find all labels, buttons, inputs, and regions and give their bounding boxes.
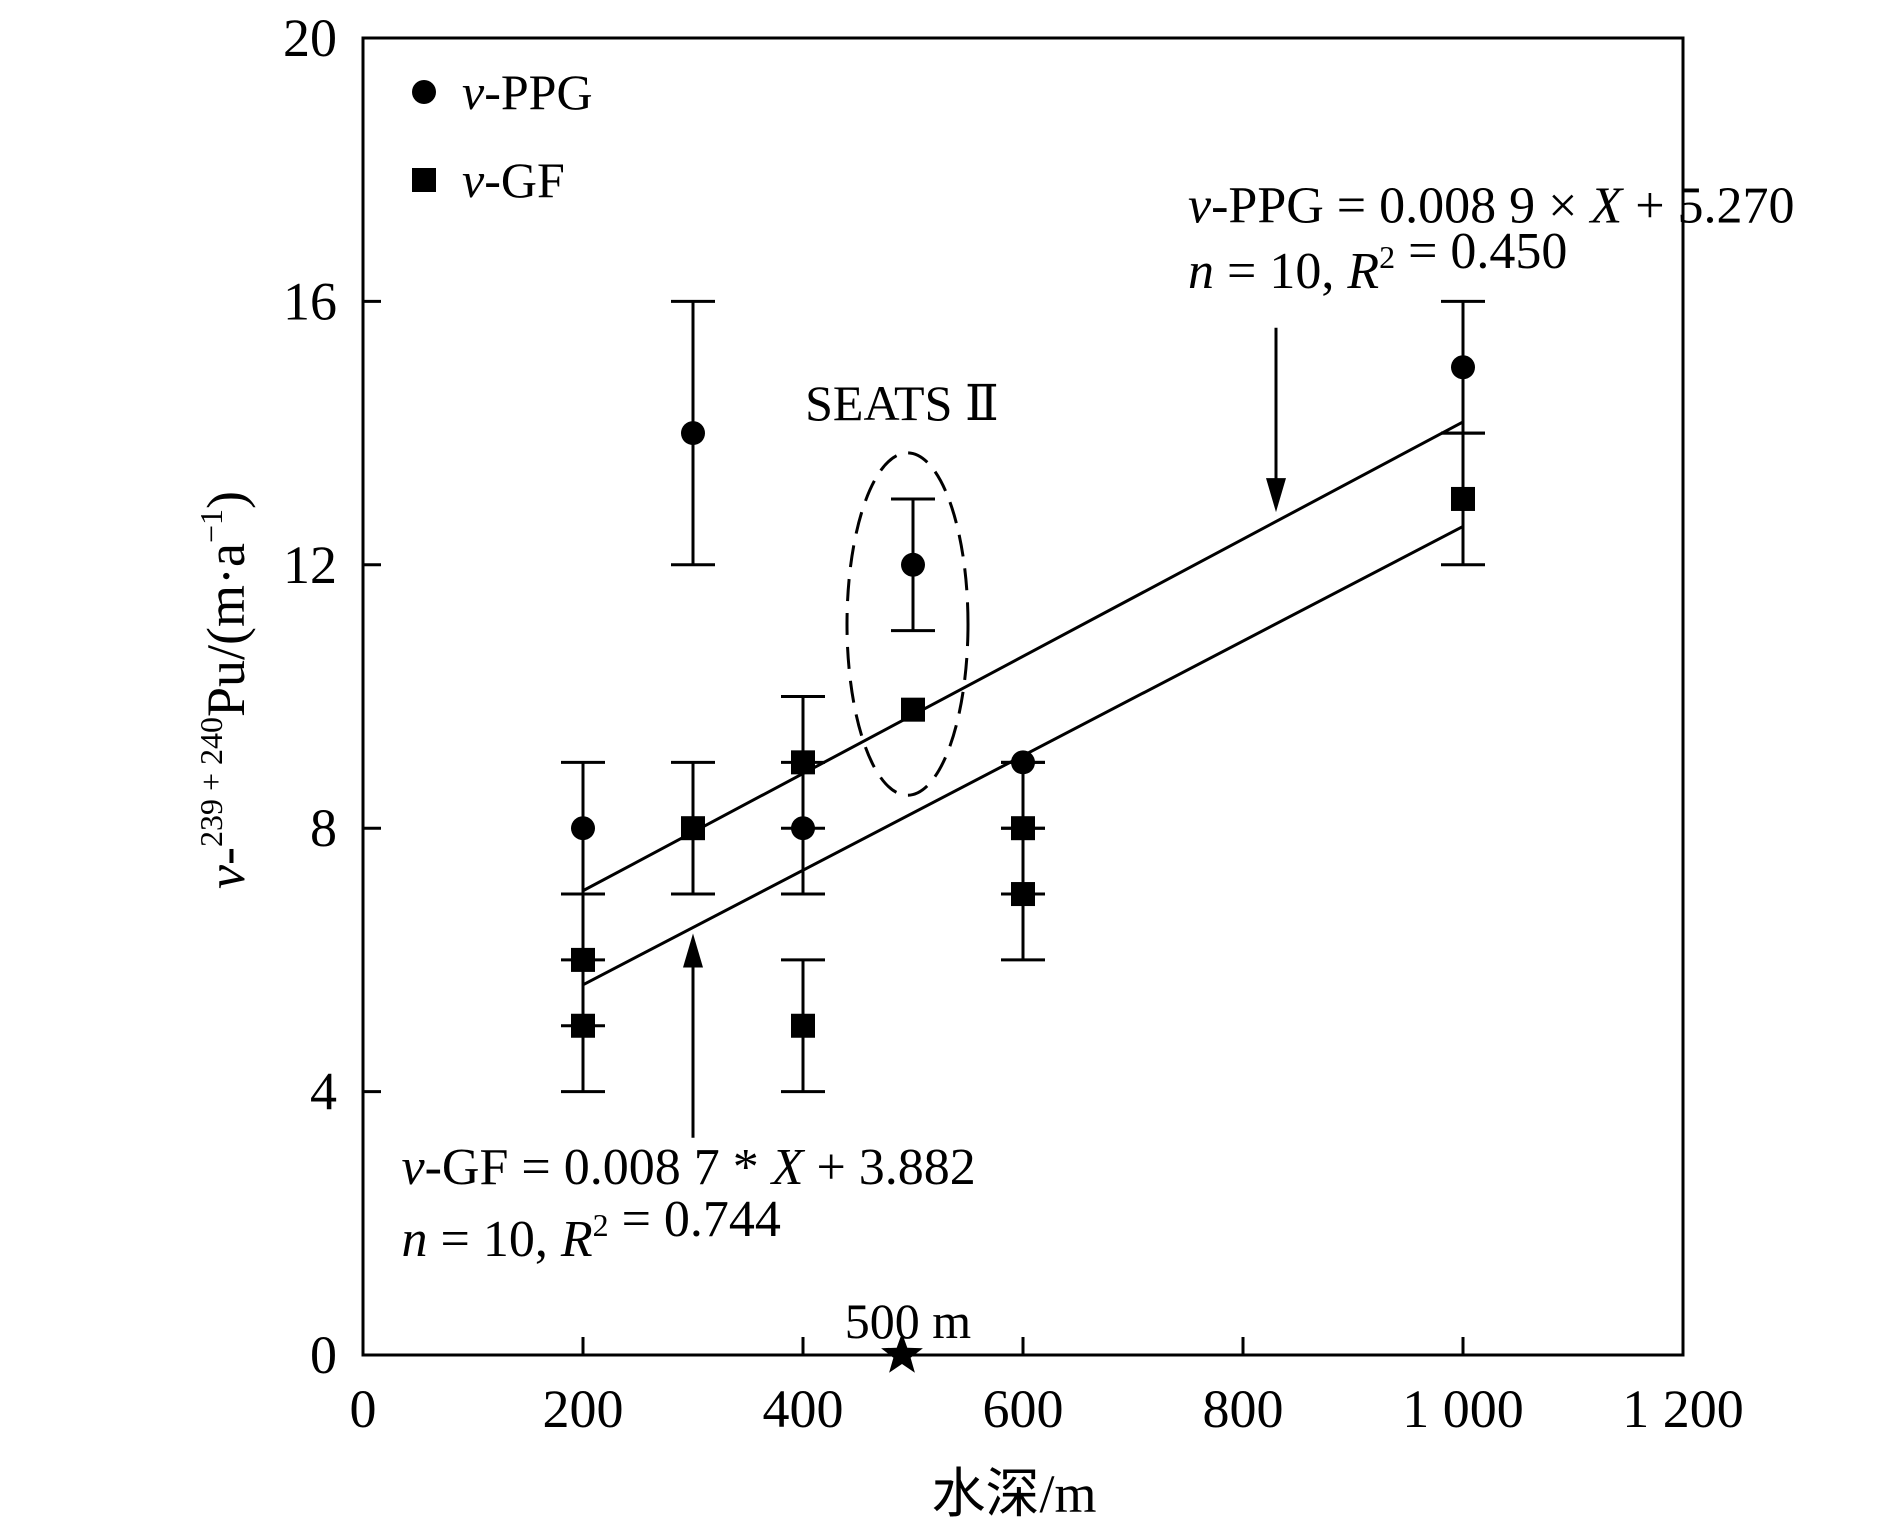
ppg-point bbox=[901, 552, 925, 577]
ppg-point bbox=[1011, 750, 1035, 775]
gf-point bbox=[1011, 882, 1035, 907]
error-bars bbox=[561, 299, 1485, 1094]
data-points bbox=[571, 355, 1475, 1038]
legend: v-PPG v-GF bbox=[412, 64, 593, 208]
ppg-point bbox=[791, 816, 815, 841]
star-label: 500 m bbox=[845, 1293, 972, 1349]
y-tick-label: 0 bbox=[310, 1325, 337, 1385]
y-tick-label: 12 bbox=[283, 535, 337, 595]
y-axis-title-unit-exponent: −1 bbox=[193, 509, 229, 543]
ppg-point bbox=[571, 816, 595, 841]
axis-ticks: 0 200 400 600 800 1 000 1 200 0 4 8 12 16 20 bbox=[283, 8, 1744, 1439]
x-axis-title: 水深/m bbox=[931, 1464, 1096, 1524]
x-tick-label: 1 200 bbox=[1622, 1379, 1744, 1439]
gf-point bbox=[791, 750, 815, 775]
gf-equation: v-GF = 0.008 7 * X + 3.882 bbox=[402, 1139, 976, 1196]
gf-arrow-head bbox=[683, 933, 703, 968]
y-tick-label: 20 bbox=[283, 8, 337, 68]
y-tick-label: 8 bbox=[310, 798, 337, 858]
gf-point bbox=[571, 947, 595, 972]
ppg-equation: v-PPG = 0.008 9 × X + 5.270 bbox=[1188, 177, 1795, 234]
star-marker bbox=[881, 1333, 923, 1373]
gf-point bbox=[791, 1013, 815, 1038]
fit-line-v-ppg bbox=[582, 420, 1464, 893]
x-tick-label: 200 bbox=[543, 1379, 624, 1439]
ppg-arrow-head bbox=[1266, 478, 1286, 513]
y-axis-title-variable: v bbox=[196, 865, 256, 889]
x-tick-label: 0 bbox=[350, 1379, 377, 1439]
gf-point bbox=[571, 1013, 595, 1038]
ppg-point bbox=[1451, 355, 1475, 380]
x-tick-label: 1 000 bbox=[1402, 1379, 1524, 1439]
legend-gf-marker bbox=[412, 168, 436, 192]
y-axis-title-dash: - bbox=[196, 847, 256, 865]
x-tick-label: 600 bbox=[983, 1379, 1064, 1439]
seats-ellipse bbox=[845, 451, 970, 797]
gf-point bbox=[1011, 816, 1035, 841]
legend-label: v-PPG bbox=[462, 64, 593, 120]
seats-label: SEATS Ⅱ bbox=[805, 375, 999, 431]
y-axis-title-close: ) bbox=[196, 491, 256, 509]
x-tick-label: 800 bbox=[1203, 1379, 1284, 1439]
legend-label: v-GF bbox=[462, 152, 565, 208]
gf-fit-stats: n = 10, R2 = 0.744 bbox=[402, 1191, 781, 1268]
y-axis-title: v-239 + 240Pu/(m·a−1) bbox=[193, 491, 256, 889]
gf-point bbox=[1451, 486, 1475, 511]
gf-point bbox=[901, 697, 925, 722]
y-axis-title-element: Pu/(m·a bbox=[196, 543, 256, 717]
ppg-point bbox=[681, 421, 705, 446]
x-tick-label: 400 bbox=[763, 1379, 844, 1439]
y-axis-title-isotope: 239 + 240 bbox=[193, 717, 229, 847]
y-tick-label: 4 bbox=[310, 1062, 337, 1122]
legend-ppg-marker bbox=[412, 80, 436, 104]
ppg-fit-stats: n = 10, R2 = 0.450 bbox=[1188, 223, 1567, 300]
gf-point bbox=[681, 816, 705, 841]
y-tick-label: 16 bbox=[283, 271, 337, 331]
